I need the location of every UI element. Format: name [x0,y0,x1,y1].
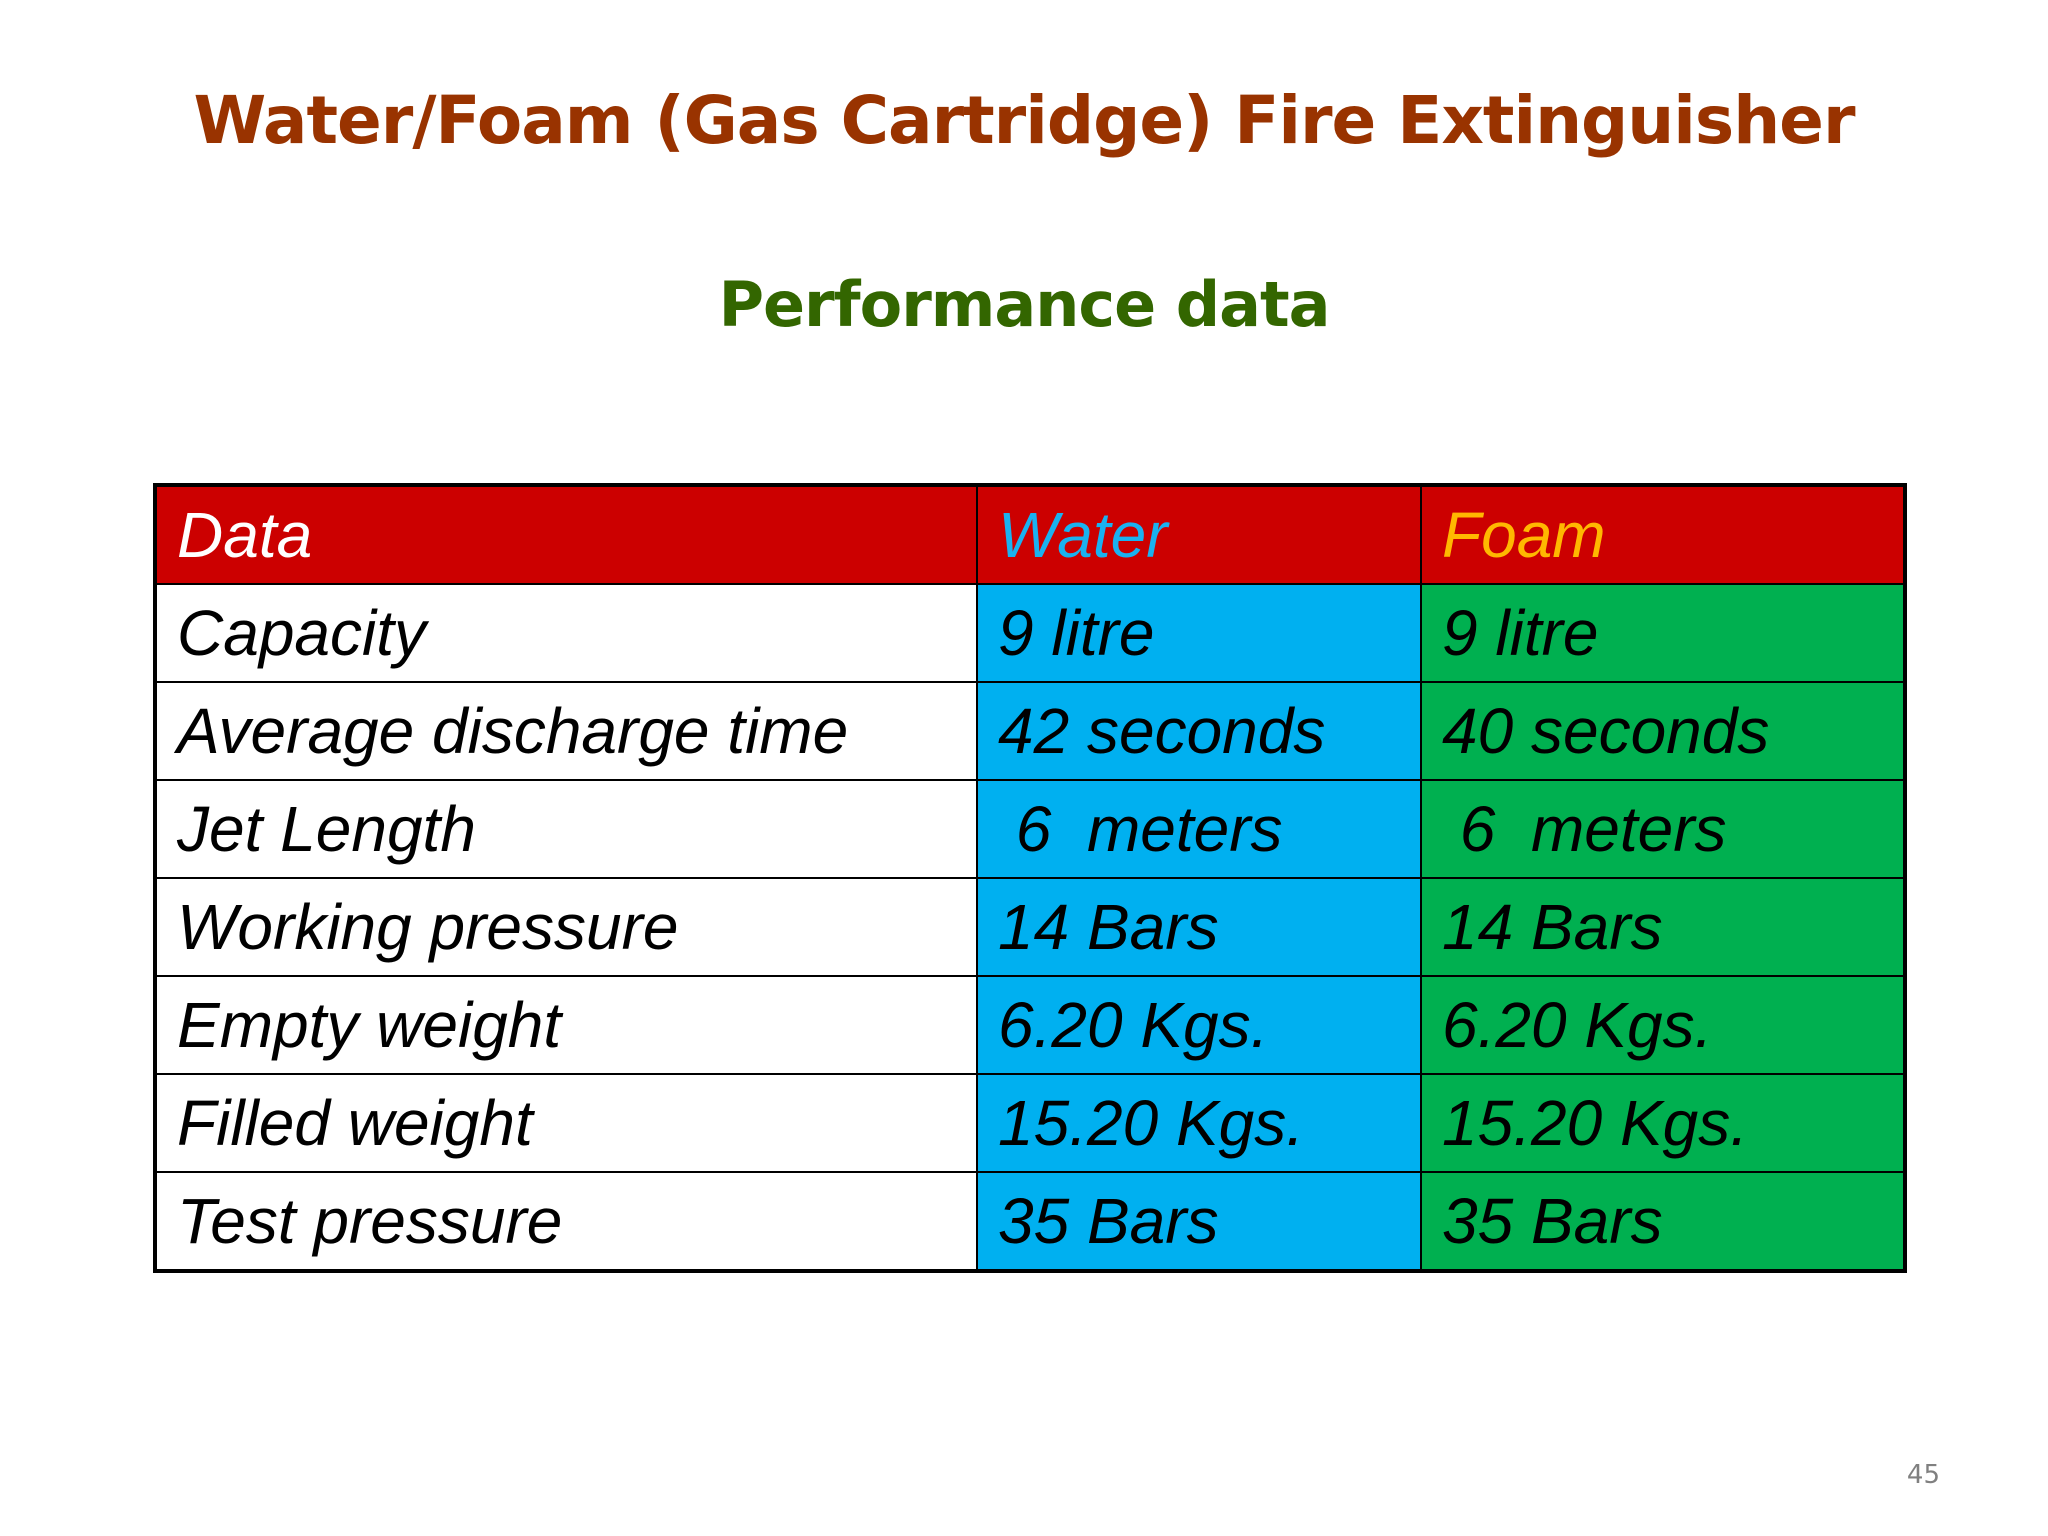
header-foam: Foam [1420,484,1906,585]
row-label: Empty weight [154,975,978,1075]
foam-value: 40 seconds [1420,681,1906,781]
table-row: Jet Length 6 meters 6 meters [154,779,1906,879]
row-label: Filled weight [154,1073,978,1173]
header-water: Water [976,484,1422,585]
water-value: 42 seconds [976,681,1422,781]
foam-value: 6 meters [1420,779,1906,879]
table-row: Working pressure 14 Bars 14 Bars [154,877,1906,977]
water-value: 14 Bars [976,877,1422,977]
performance-table: Data Water Foam Capacity 9 litre 9 litre… [153,483,1907,1273]
table-row: Capacity 9 litre 9 litre [154,583,1906,683]
table-row: Test pressure 35 Bars 35 Bars [154,1171,1906,1272]
table-row: Average discharge time 42 seconds 40 sec… [154,681,1906,781]
foam-value: 35 Bars [1420,1171,1906,1272]
water-value: 35 Bars [976,1171,1422,1272]
foam-value: 6.20 Kgs. [1420,975,1906,1075]
row-label: Working pressure [154,877,978,977]
water-value: 9 litre [976,583,1422,683]
water-value: 15.20 Kgs. [976,1073,1422,1173]
water-value: 6 meters [976,779,1422,879]
row-label: Jet Length [154,779,978,879]
table-row: Filled weight 15.20 Kgs. 15.20 Kgs. [154,1073,1906,1173]
row-label: Capacity [154,583,978,683]
table-header-row: Data Water Foam [154,484,1906,585]
water-value: 6.20 Kgs. [976,975,1422,1075]
foam-value: 14 Bars [1420,877,1906,977]
header-data: Data [154,484,978,585]
slide-subtitle: Performance data [718,268,1331,341]
row-label: Average discharge time [154,681,978,781]
table-row: Empty weight 6.20 Kgs. 6.20 Kgs. [154,975,1906,1075]
foam-value: 9 litre [1420,583,1906,683]
page-number: 45 [1906,1460,1940,1490]
row-label: Test pressure [154,1171,978,1272]
slide-title: Water/Foam (Gas Cartridge) Fire Extingui… [193,82,1855,159]
foam-value: 15.20 Kgs. [1420,1073,1906,1173]
